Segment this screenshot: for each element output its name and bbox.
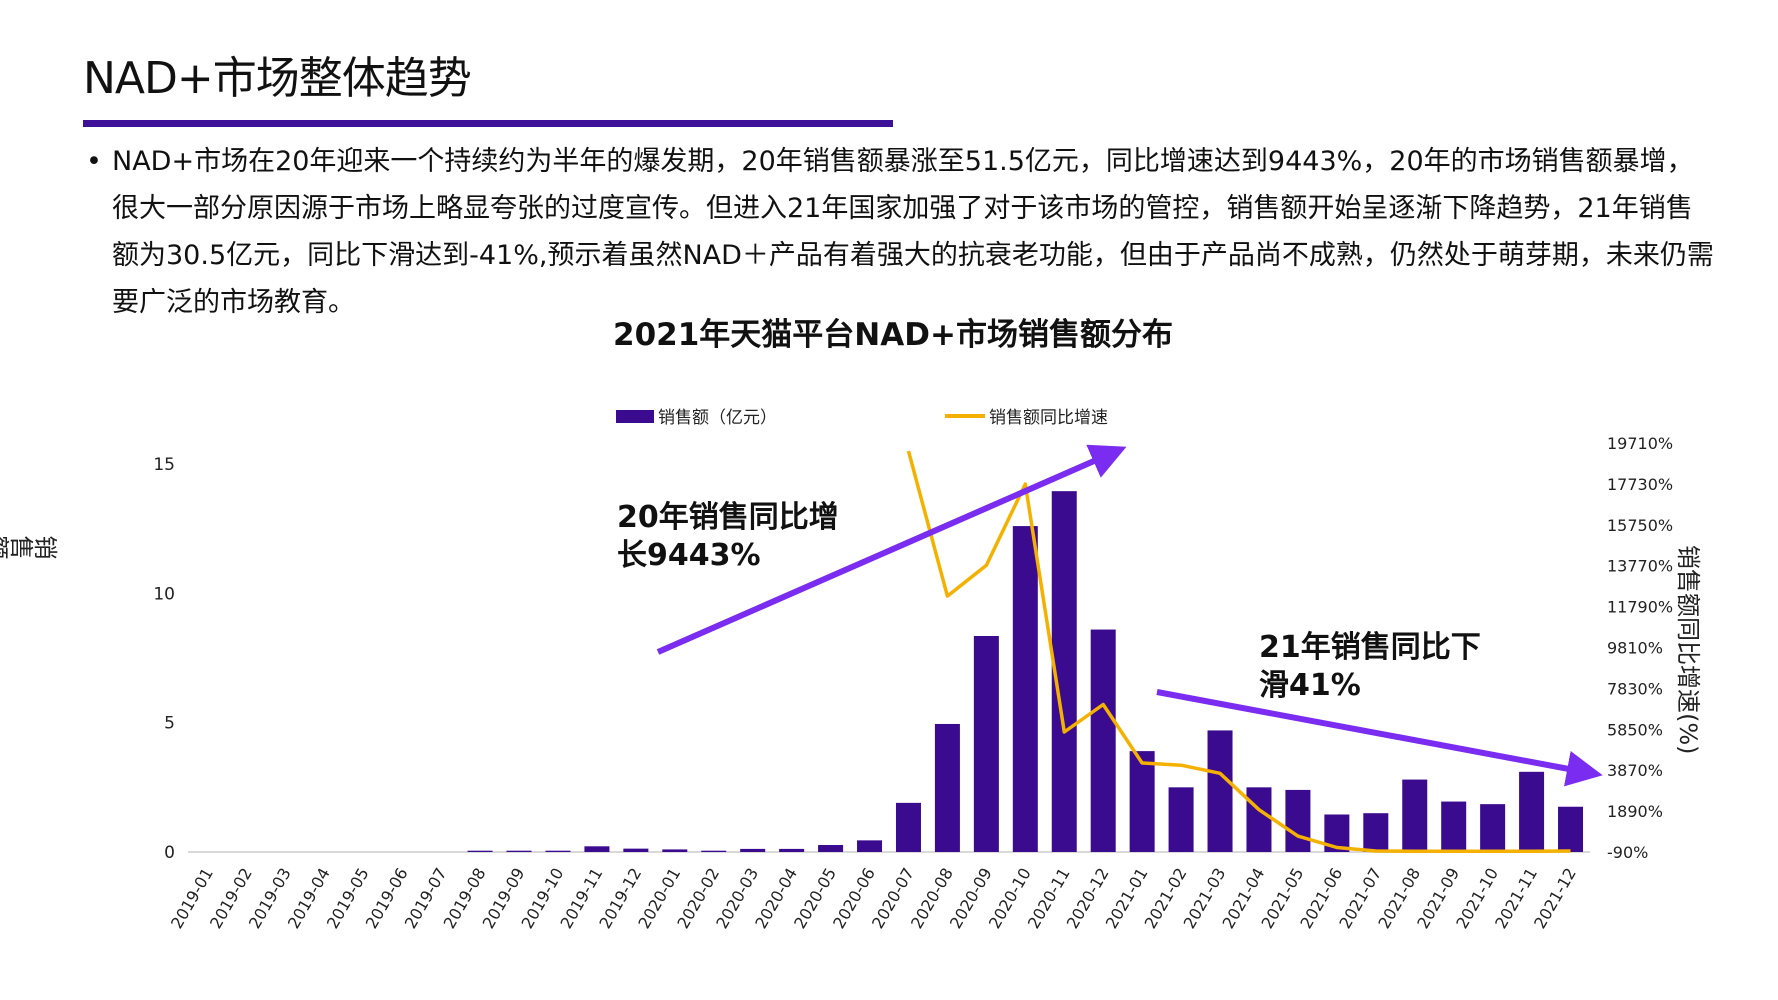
bar-2020-07: [895, 802, 921, 852]
annotation-2020-line1: 20年销售同比增: [617, 500, 839, 535]
up-trend-arrow: [656, 444, 1127, 655]
bar-2020-05: [818, 845, 844, 852]
page-title: NAD+市场整体趋势: [83, 53, 472, 104]
growth-rate-line: [906, 450, 1571, 854]
y2-tick-label: 11790%: [1607, 598, 1673, 617]
bar-2021-01: [1129, 751, 1155, 852]
annotation-2021-line2: 滑41%: [1259, 668, 1361, 703]
y2-tick-label: 3870%: [1607, 761, 1663, 780]
y2-tick-label: 7830%: [1607, 679, 1663, 698]
bullet-icon: •: [86, 146, 102, 177]
bar-2021-11: [1519, 771, 1545, 852]
y-tick-label: 10: [153, 584, 175, 604]
y2-tick-label: 5850%: [1607, 720, 1663, 739]
bar-2020-09: [973, 636, 999, 852]
bar-2019-11: [584, 846, 610, 852]
bar-2019-09: [506, 850, 532, 852]
legend-bar-label: 销售额（亿元）: [658, 408, 777, 428]
chart-title: 2021年天猫平台NAD+市场销售额分布: [613, 317, 1173, 353]
bar-2021-02: [1168, 787, 1194, 852]
bar-2020-02: [701, 850, 727, 852]
bar-2021-08: [1402, 779, 1428, 852]
y2-tick-label: 15750%: [1607, 516, 1673, 535]
bar-2020-08: [934, 723, 960, 852]
bar-2021-12: [1558, 806, 1584, 852]
bar-2020-12: [1090, 629, 1116, 852]
summary-text: NAD+市场在20年迎来一个持续约为半年的爆发期，20年销售额暴涨至51.5亿元…: [112, 146, 1714, 318]
y2-tick-label: 9810%: [1607, 639, 1663, 658]
y-tick-label: 15: [153, 455, 175, 475]
bar-2021-07: [1363, 813, 1389, 852]
bar-2019-08: [467, 850, 493, 852]
annotation-2021-line1: 21年销售同比下: [1259, 630, 1481, 665]
y-axis-title: 销售额 · 亿元: [0, 531, 58, 559]
bar-2021-03: [1207, 730, 1233, 852]
y2-tick-label: 19710%: [1607, 434, 1673, 453]
bar-2020-10: [1012, 526, 1038, 852]
legend-bar-swatch: [616, 410, 654, 423]
bar-2020-01: [662, 849, 688, 852]
bar-2021-10: [1480, 804, 1506, 852]
legend-line-label: 销售额同比增速: [989, 408, 1108, 428]
y-tick-label: 0: [164, 843, 175, 863]
bar-2019-10: [545, 850, 571, 852]
y2-axis-title: 销售额同比增速(%): [1674, 545, 1702, 755]
bar-2020-06: [857, 840, 883, 852]
y2-tick-label: 13770%: [1607, 557, 1673, 576]
summary-paragraph: • NAD+市场在20年迎来一个持续约为半年的爆发期，20年销售额暴涨至51.5…: [86, 138, 1716, 326]
y2-tick-label: 17730%: [1607, 475, 1673, 494]
bar-2021-04: [1246, 787, 1272, 852]
legend: 销售额（亿元） 销售额同比增速: [616, 408, 1108, 428]
bar-2020-04: [779, 848, 805, 852]
y2-tick-label: 1890%: [1607, 802, 1663, 821]
bar-2020-03: [740, 848, 766, 852]
bar-2021-05: [1285, 789, 1311, 852]
bar-2019-12: [623, 848, 649, 852]
y-tick-label: 5: [164, 714, 175, 734]
bar-2021-09: [1441, 801, 1467, 852]
y2-tick-label: -90%: [1607, 843, 1648, 862]
annotation-2020-line2: 长9443%: [617, 538, 761, 573]
title-underline: [83, 120, 893, 127]
down-trend-arrow: [1156, 689, 1603, 787]
